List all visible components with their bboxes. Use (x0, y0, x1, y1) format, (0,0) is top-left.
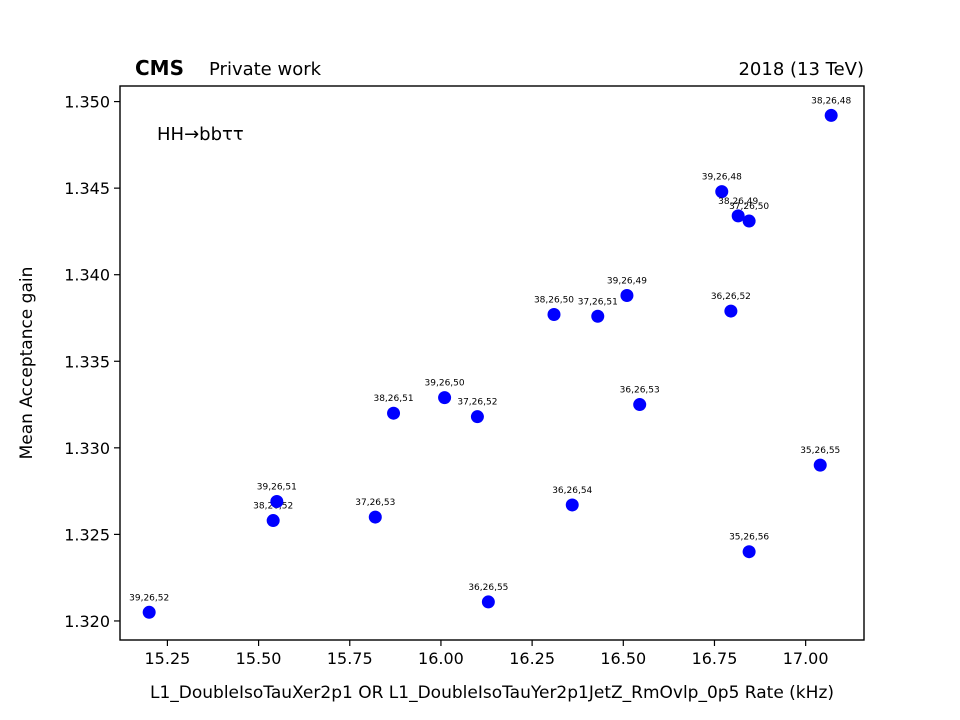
data-point-label: 38,26,51 (373, 394, 413, 404)
data-point-label: 36,26,53 (620, 386, 660, 396)
x-tick-label: 16.75 (692, 649, 738, 668)
data-point (633, 398, 647, 412)
y-tick-label: 1.340 (64, 266, 110, 285)
data-point (715, 185, 729, 199)
y-axis-label: Mean Acceptance gain (17, 267, 37, 460)
data-point-label: 39,26,49 (607, 276, 647, 286)
data-point-label: 39,26,48 (702, 173, 742, 183)
x-axis-label: L1_DoubleIsoTauXer2p1 OR L1_DoubleIsoTau… (150, 683, 834, 703)
plot-frame (119, 85, 865, 641)
data-point-label: 35,26,55 (800, 446, 840, 456)
data-point-label: 36,26,55 (468, 583, 508, 593)
lumi-label: 2018 (13 TeV) (738, 59, 864, 80)
y-tick-label: 1.325 (64, 525, 110, 544)
data-point (724, 304, 738, 318)
data-point-label: 37,26,52 (457, 398, 497, 408)
data-point (266, 514, 280, 528)
data-point (824, 108, 838, 122)
data-point-label: 36,26,52 (711, 292, 751, 302)
data-point (547, 308, 561, 322)
x-tick-label: 15.75 (327, 649, 373, 668)
data-point (565, 498, 579, 512)
data-point-label: 38,26,48 (811, 96, 851, 106)
data-point-label: 37,26,53 (355, 498, 395, 508)
status-label: Private work (209, 59, 322, 80)
y-tick-label: 1.320 (64, 612, 110, 631)
data-point (742, 214, 756, 228)
data-point (591, 309, 605, 323)
data-point (742, 545, 756, 559)
data-point (438, 391, 452, 405)
data-point-label: 38,26,49 (718, 197, 758, 207)
data-point (387, 406, 401, 420)
data-point-label: 39,26,52 (129, 593, 169, 603)
data-point-label: 39,26,51 (257, 483, 297, 493)
data-point (368, 510, 382, 524)
x-tick-label: 16.25 (509, 649, 555, 668)
y-tick-label: 1.330 (64, 439, 110, 458)
data-point-label: 39,26,50 (425, 379, 465, 389)
y-tick-label: 1.350 (64, 93, 110, 112)
data-point-label: 36,26,54 (552, 486, 592, 496)
data-point (142, 605, 156, 619)
data-point (731, 209, 745, 223)
process-annotation: HH→bbττ (157, 124, 244, 145)
data-point-label: 35,26,56 (729, 533, 769, 543)
data-point-label: 37,26,51 (578, 297, 618, 307)
data-point-label: 38,26,50 (534, 296, 574, 306)
data-point (270, 495, 284, 508)
data-point (813, 458, 827, 472)
data-point (470, 410, 484, 424)
experiment-label: CMS (135, 56, 184, 80)
data-point-label: 37,26,50 (729, 202, 769, 212)
data-point (481, 595, 495, 609)
x-tick-label: 16.00 (418, 649, 464, 668)
y-tick-label: 1.335 (64, 352, 110, 371)
x-tick-label: 15.50 (236, 649, 282, 668)
x-tick-label: 16.50 (600, 649, 646, 668)
data-point (620, 288, 634, 302)
x-tick-label: 15.25 (145, 649, 191, 668)
x-tick-label: 17.00 (783, 649, 829, 668)
y-tick-label: 1.345 (64, 179, 110, 198)
